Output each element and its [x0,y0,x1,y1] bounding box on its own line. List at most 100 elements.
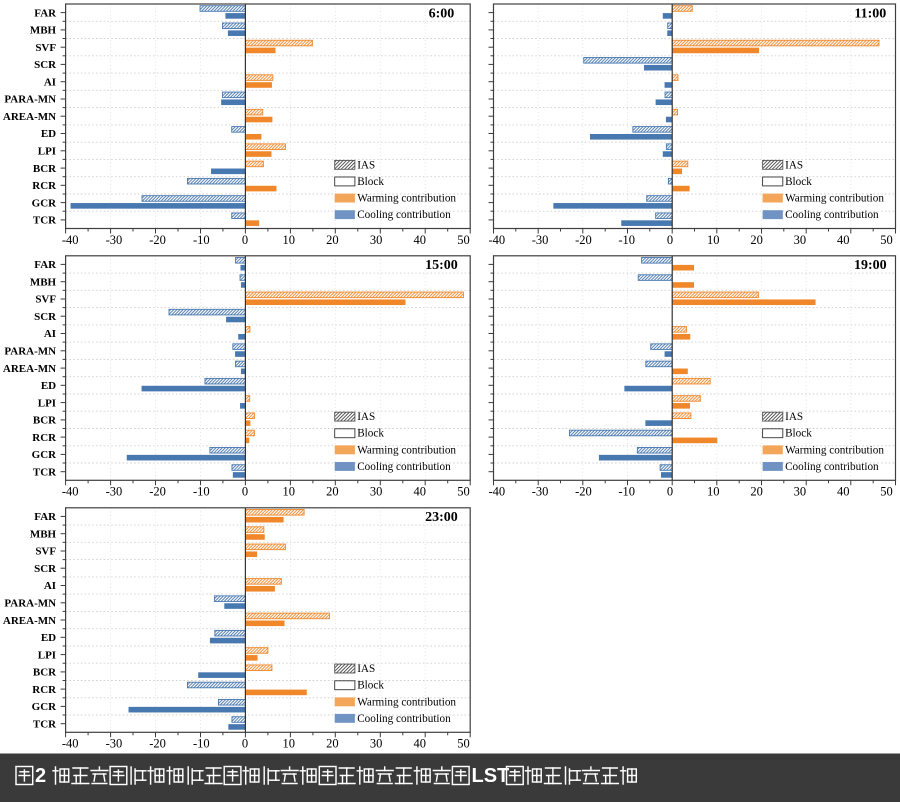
svg-text:-10: -10 [193,233,210,247]
svg-text:ED: ED [41,128,56,140]
svg-text:-30: -30 [106,233,123,247]
svg-text:0: 0 [667,233,673,247]
svg-text:Cooling contribution: Cooling contribution [357,209,451,221]
svg-text:AI: AI [44,76,56,88]
svg-text:-20: -20 [149,233,166,247]
svg-text:PARA-MN: PARA-MN [4,346,56,358]
svg-text:SVF: SVF [35,42,56,54]
svg-text:15:00: 15:00 [425,258,458,273]
svg-text:SCR: SCR [34,311,57,323]
svg-text:FAR: FAR [34,7,57,19]
svg-text:Block: Block [785,428,812,440]
svg-text:-30: -30 [532,485,549,499]
svg-text:20: 20 [326,737,339,751]
svg-text:10: 10 [282,737,295,751]
svg-text:-40: -40 [488,233,505,247]
svg-text:0: 0 [242,233,248,247]
svg-text:AI: AI [44,580,56,592]
svg-text:30: 30 [794,233,807,247]
svg-text:20: 20 [326,485,339,499]
svg-text:Cooling contribution: Cooling contribution [357,713,451,725]
svg-text:0: 0 [667,485,673,499]
svg-text:GCR: GCR [32,701,58,713]
svg-text:IAS: IAS [357,411,375,423]
svg-text:-40: -40 [62,737,79,751]
svg-text:SCR: SCR [34,563,57,575]
svg-text:10: 10 [282,485,295,499]
svg-text:MBH: MBH [30,528,57,540]
svg-text:AREA-MN: AREA-MN [3,363,56,375]
svg-text:IAS: IAS [785,411,803,423]
svg-text:PARA-MN: PARA-MN [4,94,56,106]
svg-text:Block: Block [785,176,812,188]
svg-text:PARA-MN: PARA-MN [4,598,56,610]
svg-text:TCR: TCR [33,215,57,227]
svg-text:19:00: 19:00 [854,258,887,273]
svg-text:50: 50 [457,485,470,499]
svg-text:-30: -30 [106,737,123,751]
svg-text:BCR: BCR [33,667,57,679]
svg-text:40: 40 [414,233,427,247]
svg-text:GCR: GCR [32,449,58,461]
svg-text:Warming contribution: Warming contribution [357,193,456,205]
svg-text:-30: -30 [532,233,549,247]
svg-text:-40: -40 [62,233,79,247]
svg-text:Warming contribution: Warming contribution [357,696,456,708]
svg-text:AI: AI [44,328,56,340]
svg-text:AREA-MN: AREA-MN [3,111,56,123]
svg-text:Cooling contribution: Cooling contribution [357,461,451,473]
svg-text:ED: ED [41,380,56,392]
svg-text:AREA-MN: AREA-MN [3,615,56,627]
svg-text:FAR: FAR [34,511,57,523]
svg-text:SVF: SVF [35,546,56,558]
svg-text:MBH: MBH [30,276,57,288]
svg-text:20: 20 [326,233,339,247]
svg-text:TCR: TCR [33,466,57,478]
svg-text:-10: -10 [618,233,635,247]
svg-text:50: 50 [457,233,470,247]
svg-text:Block: Block [357,176,384,188]
svg-text:0: 0 [242,737,248,751]
svg-text:6:00: 6:00 [429,6,455,21]
svg-text:-20: -20 [149,737,166,751]
svg-text:LST: LST [472,765,510,787]
svg-text:RCR: RCR [32,180,57,192]
svg-text:-10: -10 [193,485,210,499]
svg-text:BCR: BCR [33,163,57,175]
svg-text:11:00: 11:00 [854,6,886,21]
svg-text:Block: Block [357,428,384,440]
svg-text:-20: -20 [575,233,592,247]
svg-text:40: 40 [837,233,850,247]
svg-text:SVF: SVF [35,294,56,306]
svg-text:40: 40 [837,485,850,499]
svg-text:23:00: 23:00 [425,510,458,525]
svg-text:IAS: IAS [357,159,375,171]
svg-text:10: 10 [707,233,720,247]
svg-text:50: 50 [880,233,893,247]
svg-text:50: 50 [880,485,893,499]
svg-text:GCR: GCR [32,197,58,209]
svg-text:IAS: IAS [357,663,375,675]
svg-text:ED: ED [41,632,56,644]
svg-text:-10: -10 [618,485,635,499]
svg-text:LPI: LPI [38,649,56,661]
svg-text:-10: -10 [193,737,210,751]
svg-text:Warming contribution: Warming contribution [785,193,884,205]
svg-text:LPI: LPI [38,397,56,409]
svg-text:10: 10 [282,233,295,247]
svg-text:20: 20 [750,485,763,499]
svg-text:Block: Block [357,680,384,692]
svg-text:SCR: SCR [34,59,57,71]
svg-text:RCR: RCR [32,684,57,696]
svg-text:-40: -40 [488,485,505,499]
svg-text:LPI: LPI [38,146,56,158]
svg-text:2: 2 [35,765,46,787]
svg-text:-20: -20 [149,485,166,499]
svg-text:Cooling contribution: Cooling contribution [785,209,879,221]
svg-text:40: 40 [414,485,427,499]
svg-text:40: 40 [414,737,427,751]
svg-text:30: 30 [370,233,383,247]
svg-text:RCR: RCR [32,432,57,444]
svg-text:0: 0 [242,485,248,499]
svg-text:MBH: MBH [30,25,57,37]
